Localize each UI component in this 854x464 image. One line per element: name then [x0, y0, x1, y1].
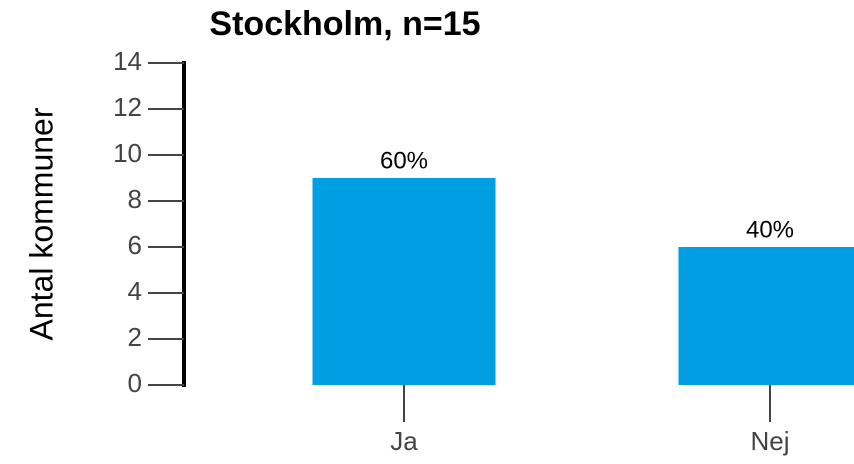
chart-title: Stockholm, n=15: [209, 5, 480, 43]
x-tick-label: Nej: [750, 426, 789, 456]
x-tick-label: Ja: [390, 426, 418, 456]
bar: [678, 247, 854, 385]
y-tick-label: 4: [128, 276, 142, 306]
y-tick-label: 2: [128, 322, 142, 352]
y-tick-label: 12: [113, 92, 142, 122]
y-tick-label: 8: [128, 184, 142, 214]
bar: [312, 178, 496, 385]
value-label: 60%: [380, 147, 428, 174]
y-axis-label: Antal kommuner: [23, 107, 59, 340]
value-label: 40%: [746, 216, 794, 243]
y-tick-label: 10: [113, 138, 142, 168]
y-tick-label: 6: [128, 230, 142, 260]
y-tick-label: 14: [113, 46, 142, 76]
y-tick-label: 0: [128, 368, 142, 398]
